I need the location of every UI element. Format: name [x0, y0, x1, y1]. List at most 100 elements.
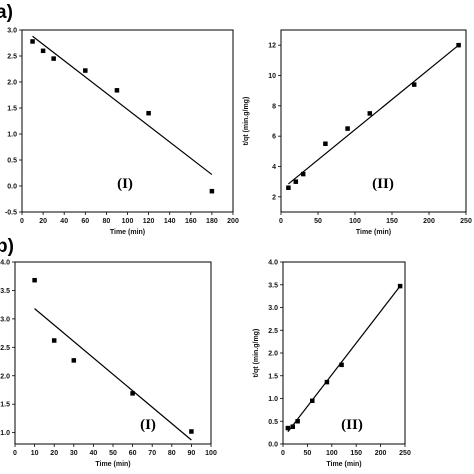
y-tick-label: 3.0 — [0, 316, 10, 323]
x-axis-title: Time (min) — [356, 229, 391, 236]
data-point — [51, 338, 57, 343]
y-tick-label: 1.5 — [7, 106, 17, 113]
x-tick-label: 60 — [81, 218, 89, 225]
y-tick-label: 3.5 — [0, 288, 10, 295]
y-tick-label: 1.0 — [0, 430, 10, 437]
x-tick-label: 50 — [109, 450, 117, 457]
y-tick-label: 0.0 — [268, 442, 278, 449]
x-tick-label: 160 — [185, 218, 197, 225]
x-tick-label: 200 — [227, 218, 239, 225]
y-tick-label: 2.5 — [268, 328, 278, 335]
chart-a-I: 0 20 40 60 80 100 120 140 160 180 200 -0.5 0.0 0.5 1.0… — [5, 28, 239, 237]
data-point — [285, 425, 291, 431]
y-tick-label: 2.5 — [7, 54, 17, 61]
x-tick-label: 100 — [205, 450, 217, 457]
x-tick-label: 140 — [164, 218, 176, 225]
x-tick-label: 70 — [148, 450, 156, 457]
y-tick-label: 2.0 — [7, 80, 17, 87]
plot-frame — [280, 29, 467, 213]
y-tick-label: 1.5 — [268, 373, 278, 380]
x-tick-label: 20 — [50, 450, 58, 457]
x-tick-label: 80 — [103, 218, 111, 225]
y-tick-label: 2.0 — [268, 351, 278, 358]
fit-line — [34, 308, 192, 441]
fit-line — [288, 44, 459, 185]
x-tick-label: 250 — [399, 450, 411, 457]
x-tick-label: 50 — [314, 218, 322, 225]
x-tick-label: 250 — [460, 218, 472, 225]
chart-roman-label: (I) — [140, 417, 156, 433]
data-point — [310, 398, 315, 404]
data-point — [30, 39, 35, 44]
x-tick-label: 10 — [31, 450, 39, 457]
x-tick-label: 200 — [375, 450, 387, 457]
panel-letter: b) — [0, 236, 14, 257]
plot-frame — [14, 261, 212, 445]
y-tick-label: -0.5 — [5, 210, 17, 217]
data-point — [300, 171, 306, 177]
chart-b-II: 0 50 100 150 200 250 0.0 0.5 1.0 1.5 2.0 2.5 3.0 3.5 4… — [253, 260, 411, 469]
x-tick-label: 30 — [70, 450, 78, 457]
x-tick-label: 40 — [90, 450, 98, 457]
x-tick-label: 60 — [129, 450, 137, 457]
y-tick-label: 4.0 — [0, 260, 10, 267]
data-point — [345, 126, 350, 131]
data-point — [146, 110, 151, 116]
fit-line — [32, 35, 213, 176]
panel-letter: a) — [0, 2, 13, 23]
data-point — [456, 42, 461, 48]
x-tick-label: 0 — [281, 450, 285, 457]
x-tick-label: 90 — [188, 450, 196, 457]
data-point — [367, 111, 373, 116]
y-tick-label: 4.0 — [268, 260, 278, 267]
data-point — [32, 277, 37, 283]
x-tick-label: 0 — [13, 450, 17, 457]
data-point — [189, 429, 194, 434]
chart-a-II: 0 50 100 150 200 250 2 4 6 8 10 12 Time (min) t/qt (m… — [243, 29, 472, 236]
y-tick-label: 0.0 — [7, 184, 17, 191]
y-tick-label: 6 — [272, 134, 276, 141]
x-tick-label: 200 — [423, 218, 435, 225]
x-axis-title: Time (min) — [326, 461, 361, 468]
y-tick-label: 10 — [268, 73, 276, 80]
x-axis-title: Time (min) — [95, 461, 130, 468]
y-tick-label: 4 — [272, 164, 276, 171]
y-tick-label: 1.0 — [268, 396, 278, 403]
y-tick-label: 1.5 — [0, 402, 10, 409]
data-point — [83, 68, 88, 73]
x-tick-label: 100 — [349, 218, 361, 225]
y-tick-label: 2 — [272, 194, 276, 201]
data-point — [209, 188, 215, 194]
y-tick-label: 0.5 — [268, 419, 278, 426]
data-point — [290, 424, 296, 429]
x-tick-label: 120 — [143, 218, 155, 225]
data-point — [71, 358, 77, 363]
x-tick-label: 150 — [386, 218, 398, 225]
x-axis-title: Time (min) — [110, 229, 145, 236]
y-tick-label: 3.0 — [268, 305, 278, 312]
x-tick-label: 150 — [350, 450, 362, 457]
chart-b-I: 0 10 20 30 40 50 60 70 80 90 100 1.0 1.5 2.0 2.5 3.0 3.5… — [0, 260, 217, 469]
x-tick-label: 0 — [20, 218, 24, 225]
x-tick-label: 180 — [206, 218, 218, 225]
x-tick-label: 100 — [326, 450, 338, 457]
y-tick-label: 8 — [272, 103, 276, 110]
x-tick-label: 80 — [168, 450, 176, 457]
chart-roman-label: (II) — [372, 176, 394, 192]
y-tick-label: 3.0 — [7, 28, 17, 35]
x-tick-label: 100 — [122, 218, 134, 225]
x-tick-label: 0 — [279, 218, 283, 225]
data-point — [295, 419, 300, 424]
y-axis-title: t/qt (min.g/mg) — [253, 329, 260, 378]
data-point — [324, 379, 330, 385]
data-point — [51, 56, 56, 61]
x-tick-label: 40 — [60, 218, 68, 225]
chart-roman-label: (II) — [341, 417, 363, 433]
fit-line — [287, 285, 401, 433]
x-tick-label: 20 — [39, 218, 47, 225]
data-point — [323, 141, 328, 146]
y-tick-label: 2.5 — [0, 345, 10, 352]
data-point — [293, 179, 299, 184]
data-point — [397, 283, 403, 289]
